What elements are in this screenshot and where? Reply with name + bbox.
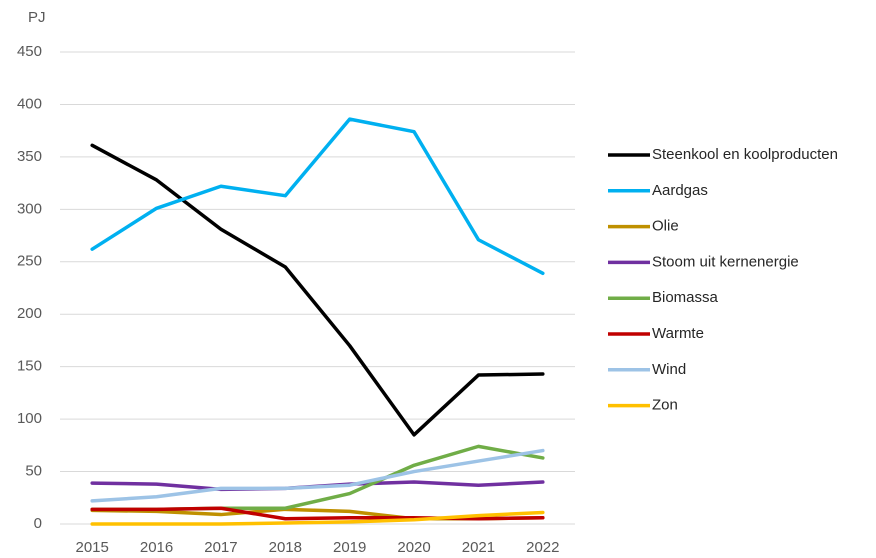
legend-label: Wind (652, 361, 686, 378)
legend-label: Zon (652, 397, 678, 414)
x-tick-label: 2018 (269, 539, 302, 556)
y-tick-label: 350 (17, 148, 42, 165)
x-tick-label: 2021 (462, 539, 495, 556)
legend-label: Stoom uit kernenergie (652, 253, 799, 270)
x-tick-label: 2017 (204, 539, 237, 556)
legend-label: Olie (652, 218, 679, 235)
x-tick-label: 2016 (140, 539, 173, 556)
y-tick-label: 0 (34, 515, 42, 532)
series-line (90, 143, 545, 437)
y-tick-label: 150 (17, 358, 42, 375)
x-tick-label: 2019 (333, 539, 366, 556)
y-tick-label: 50 (25, 463, 42, 480)
y-tick-label: 400 (17, 95, 42, 112)
legend-label: Aardgas (652, 182, 708, 199)
x-tick-label: 2015 (76, 539, 109, 556)
series-line (90, 448, 545, 503)
x-tick-label: 2020 (397, 539, 430, 556)
series-line (90, 117, 545, 276)
y-tick-label: 200 (17, 305, 42, 322)
series-line (90, 444, 545, 512)
legend-label: Biomassa (652, 289, 719, 306)
y-tick-label: 450 (17, 43, 42, 60)
legend-label: Warmte (652, 325, 704, 342)
y-axis-label: PJ (28, 9, 46, 26)
x-tick-label: 2022 (526, 539, 559, 556)
y-tick-label: 100 (17, 410, 42, 427)
legend-label: Steenkool en koolproducten (652, 146, 838, 163)
series-line (90, 510, 545, 526)
y-tick-label: 250 (17, 253, 42, 270)
series-line (90, 506, 545, 521)
y-tick-label: 300 (17, 200, 42, 217)
